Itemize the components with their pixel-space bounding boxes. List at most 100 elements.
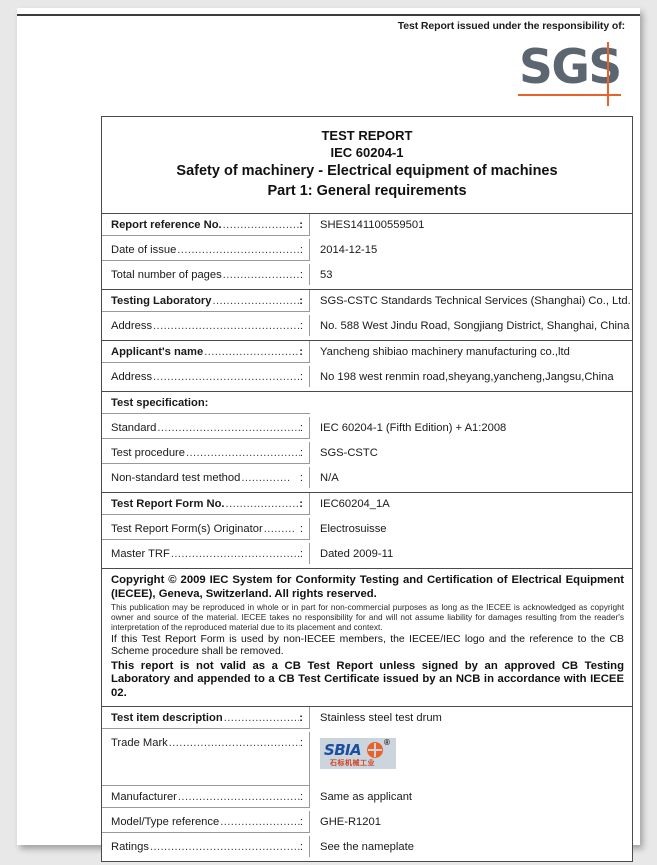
group-report-reference: Report reference No. ...................… xyxy=(102,214,632,290)
table-row: Non-standard test method .............. … xyxy=(102,467,632,492)
group-test-report-form: Test Report Form No. ...................… xyxy=(102,493,632,569)
row-value: IEC 60204-1 (Fifth Edition) + A1:2008 xyxy=(320,422,507,434)
row-colon: : xyxy=(299,498,303,510)
row-label: Master TRF .............................… xyxy=(102,543,310,564)
table-row: Test Report Form No. ...................… xyxy=(102,493,632,518)
row-value: GHE-R1201 xyxy=(320,816,381,829)
copyright-non-member-note: If this Test Report Form is used by non-… xyxy=(111,633,624,658)
report-table: TEST REPORT IEC 60204-1 Safety of machin… xyxy=(101,116,633,863)
row-colon: : xyxy=(299,472,303,484)
leader-dots: .......................... xyxy=(222,219,300,231)
group-test-specification: Test specification: Standard ...........… xyxy=(102,392,632,493)
sbia-brand-text: SBIA xyxy=(324,741,362,760)
row-label: Test Report Form No. ...................… xyxy=(102,493,310,515)
sbia-trademark-logo: SBIA ® 石标机械工业 xyxy=(320,738,396,770)
row-colon: : xyxy=(299,523,303,535)
leader-dots: ........................................ xyxy=(168,737,300,750)
table-row: Ratings ................................… xyxy=(102,836,632,861)
row-colon: : xyxy=(299,737,303,750)
row-label: Trade Mark .............................… xyxy=(102,732,310,787)
table-row: Test Report Form(s) Originator .........… xyxy=(102,518,632,543)
report-title-line1: TEST REPORT xyxy=(321,128,413,143)
row-value: 53 xyxy=(320,269,333,281)
sbia-chinese-subtext: 石标机械工业 xyxy=(330,759,375,768)
leader-dots: ........................................… xyxy=(153,320,300,332)
row-value: Electrosuisse xyxy=(320,523,387,535)
row-colon: : xyxy=(299,841,303,854)
responsibility-header: Test Report issued under the responsibil… xyxy=(397,20,625,32)
row-value: SGS-CSTC xyxy=(320,447,378,459)
table-row: Manufacturer ...........................… xyxy=(102,786,632,811)
row-label: Address ................................… xyxy=(102,315,310,336)
row-colon: : xyxy=(299,219,303,231)
report-title-block: TEST REPORT IEC 60204-1 Safety of machin… xyxy=(102,117,632,214)
table-row: Address ................................… xyxy=(102,315,632,340)
table-row: Date of issue ..........................… xyxy=(102,239,632,264)
table-row: Test procedure .........................… xyxy=(102,442,632,467)
row-label: Test procedure .........................… xyxy=(102,442,310,464)
row-label: Test Report Form(s) Originator .........… xyxy=(102,518,310,540)
leader-dots: .............................. xyxy=(212,295,300,307)
table-row: Address ................................… xyxy=(102,366,632,391)
copyright-fine-print: This publication may be reproduced in wh… xyxy=(111,602,624,633)
row-label: Date of issue ..........................… xyxy=(102,239,310,261)
row-colon: : xyxy=(299,346,303,358)
leader-dots: .................................... xyxy=(177,791,300,804)
row-label: Test item description ..................… xyxy=(102,707,310,730)
row-value: No. 588 West Jindu Road, Songjiang Distr… xyxy=(320,320,630,332)
row-label: Address ................................… xyxy=(102,366,310,387)
leader-dots: .............................. xyxy=(204,346,300,358)
leader-dots: ........................................… xyxy=(153,371,300,383)
leader-dots: ........................................… xyxy=(149,841,300,854)
row-colon: : xyxy=(299,548,303,560)
document-page: Test Report issued under the responsibil… xyxy=(17,8,640,863)
row-colon: : xyxy=(299,295,303,307)
table-row: Standard ...............................… xyxy=(102,417,632,442)
group-applicant: Applicant's name .......................… xyxy=(102,341,632,392)
row-label: Report reference No. ...................… xyxy=(102,214,310,236)
row-value: Same as applicant xyxy=(320,791,413,804)
row-value-trade-mark: SBIA ® 石标机械工业 xyxy=(310,732,632,773)
row-value: IEC60204_1A xyxy=(320,498,390,510)
table-row: Master TRF .............................… xyxy=(102,543,632,568)
sgs-crosshair-horizontal-line xyxy=(518,94,621,96)
row-colon: : xyxy=(299,816,303,829)
group-test-item: Test item description ..................… xyxy=(102,707,632,861)
row-label: Manufacturer ...........................… xyxy=(102,786,310,809)
registered-mark-icon: ® xyxy=(384,738,390,748)
table-row-trade-mark: Trade Mark .............................… xyxy=(102,732,632,787)
table-row-heading: Test specification: xyxy=(102,392,632,417)
row-value: N/A xyxy=(320,472,339,484)
leader-dots: ....................... xyxy=(220,816,300,829)
row-label: Ratings ................................… xyxy=(102,836,310,858)
row-value: Dated 2009-11 xyxy=(320,548,394,560)
copyright-validity-note: This report is not valid as a CB Test Re… xyxy=(111,659,624,699)
row-colon: : xyxy=(299,371,303,383)
leader-dots: ................................. xyxy=(186,447,300,459)
row-label: Applicant's name .......................… xyxy=(102,341,310,363)
row-label: Testing Laboratory .....................… xyxy=(102,290,310,312)
table-row: Model/Type reference ...................… xyxy=(102,811,632,836)
report-title-line3: Safety of machinery - Electrical equipme… xyxy=(176,163,558,179)
row-label: Model/Type reference ...................… xyxy=(102,811,310,834)
table-row: Report reference No. ...................… xyxy=(102,214,632,239)
section-heading-test-specification: Test specification: xyxy=(102,392,310,414)
report-title-line4: Part 1: General requirements xyxy=(267,183,467,199)
row-value: No 198 west renmin road,sheyang,yancheng… xyxy=(320,371,614,383)
copyright-notice: Copyright © 2009 IEC System for Conformi… xyxy=(102,569,632,708)
top-rule xyxy=(17,14,640,16)
leader-dots: ........................................… xyxy=(157,422,300,434)
row-value: Yancheng shibiao machinery manufacturing… xyxy=(320,346,570,358)
row-label: Standard ...............................… xyxy=(102,417,310,439)
row-colon: : xyxy=(299,712,303,725)
row-value: 2014-12-15 xyxy=(320,244,378,256)
leader-dots: ........................................ xyxy=(170,548,300,560)
row-colon: : xyxy=(299,269,303,281)
sgs-logo-text: SGS xyxy=(519,40,622,95)
row-colon: : xyxy=(299,791,303,804)
row-label: Non-standard test method .............. … xyxy=(102,467,310,488)
table-row: Applicant's name .......................… xyxy=(102,341,632,366)
row-colon: : xyxy=(299,320,303,332)
report-standard-number: IEC 60204-1 xyxy=(330,145,404,160)
row-colon: : xyxy=(299,447,303,459)
